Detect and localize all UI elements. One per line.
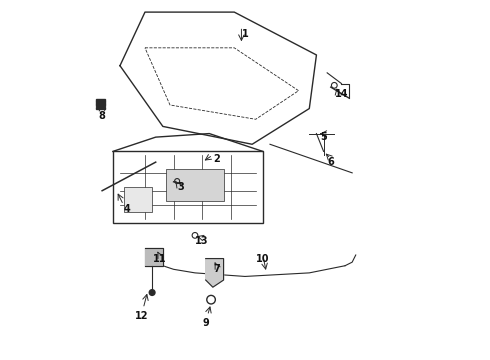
Bar: [96, 102, 104, 104]
Polygon shape: [167, 169, 223, 202]
Text: 13: 13: [196, 236, 209, 246]
Text: 10: 10: [256, 253, 270, 264]
Text: 7: 7: [213, 264, 220, 274]
Polygon shape: [120, 12, 317, 144]
Bar: [96, 99, 104, 101]
Text: 6: 6: [327, 157, 334, 167]
Circle shape: [148, 289, 156, 296]
Bar: [96, 104, 104, 107]
Text: 12: 12: [135, 311, 148, 321]
Bar: [96, 107, 104, 109]
Text: 3: 3: [177, 182, 184, 192]
Text: 8: 8: [98, 111, 105, 121]
Text: 5: 5: [320, 132, 327, 142]
Polygon shape: [123, 187, 152, 212]
Text: 4: 4: [124, 203, 130, 213]
Text: 2: 2: [213, 154, 220, 163]
Polygon shape: [145, 248, 163, 266]
Text: 1: 1: [242, 28, 248, 39]
Text: 14: 14: [335, 89, 348, 99]
Text: 11: 11: [152, 253, 166, 264]
Polygon shape: [206, 258, 223, 287]
Text: 9: 9: [202, 318, 209, 328]
